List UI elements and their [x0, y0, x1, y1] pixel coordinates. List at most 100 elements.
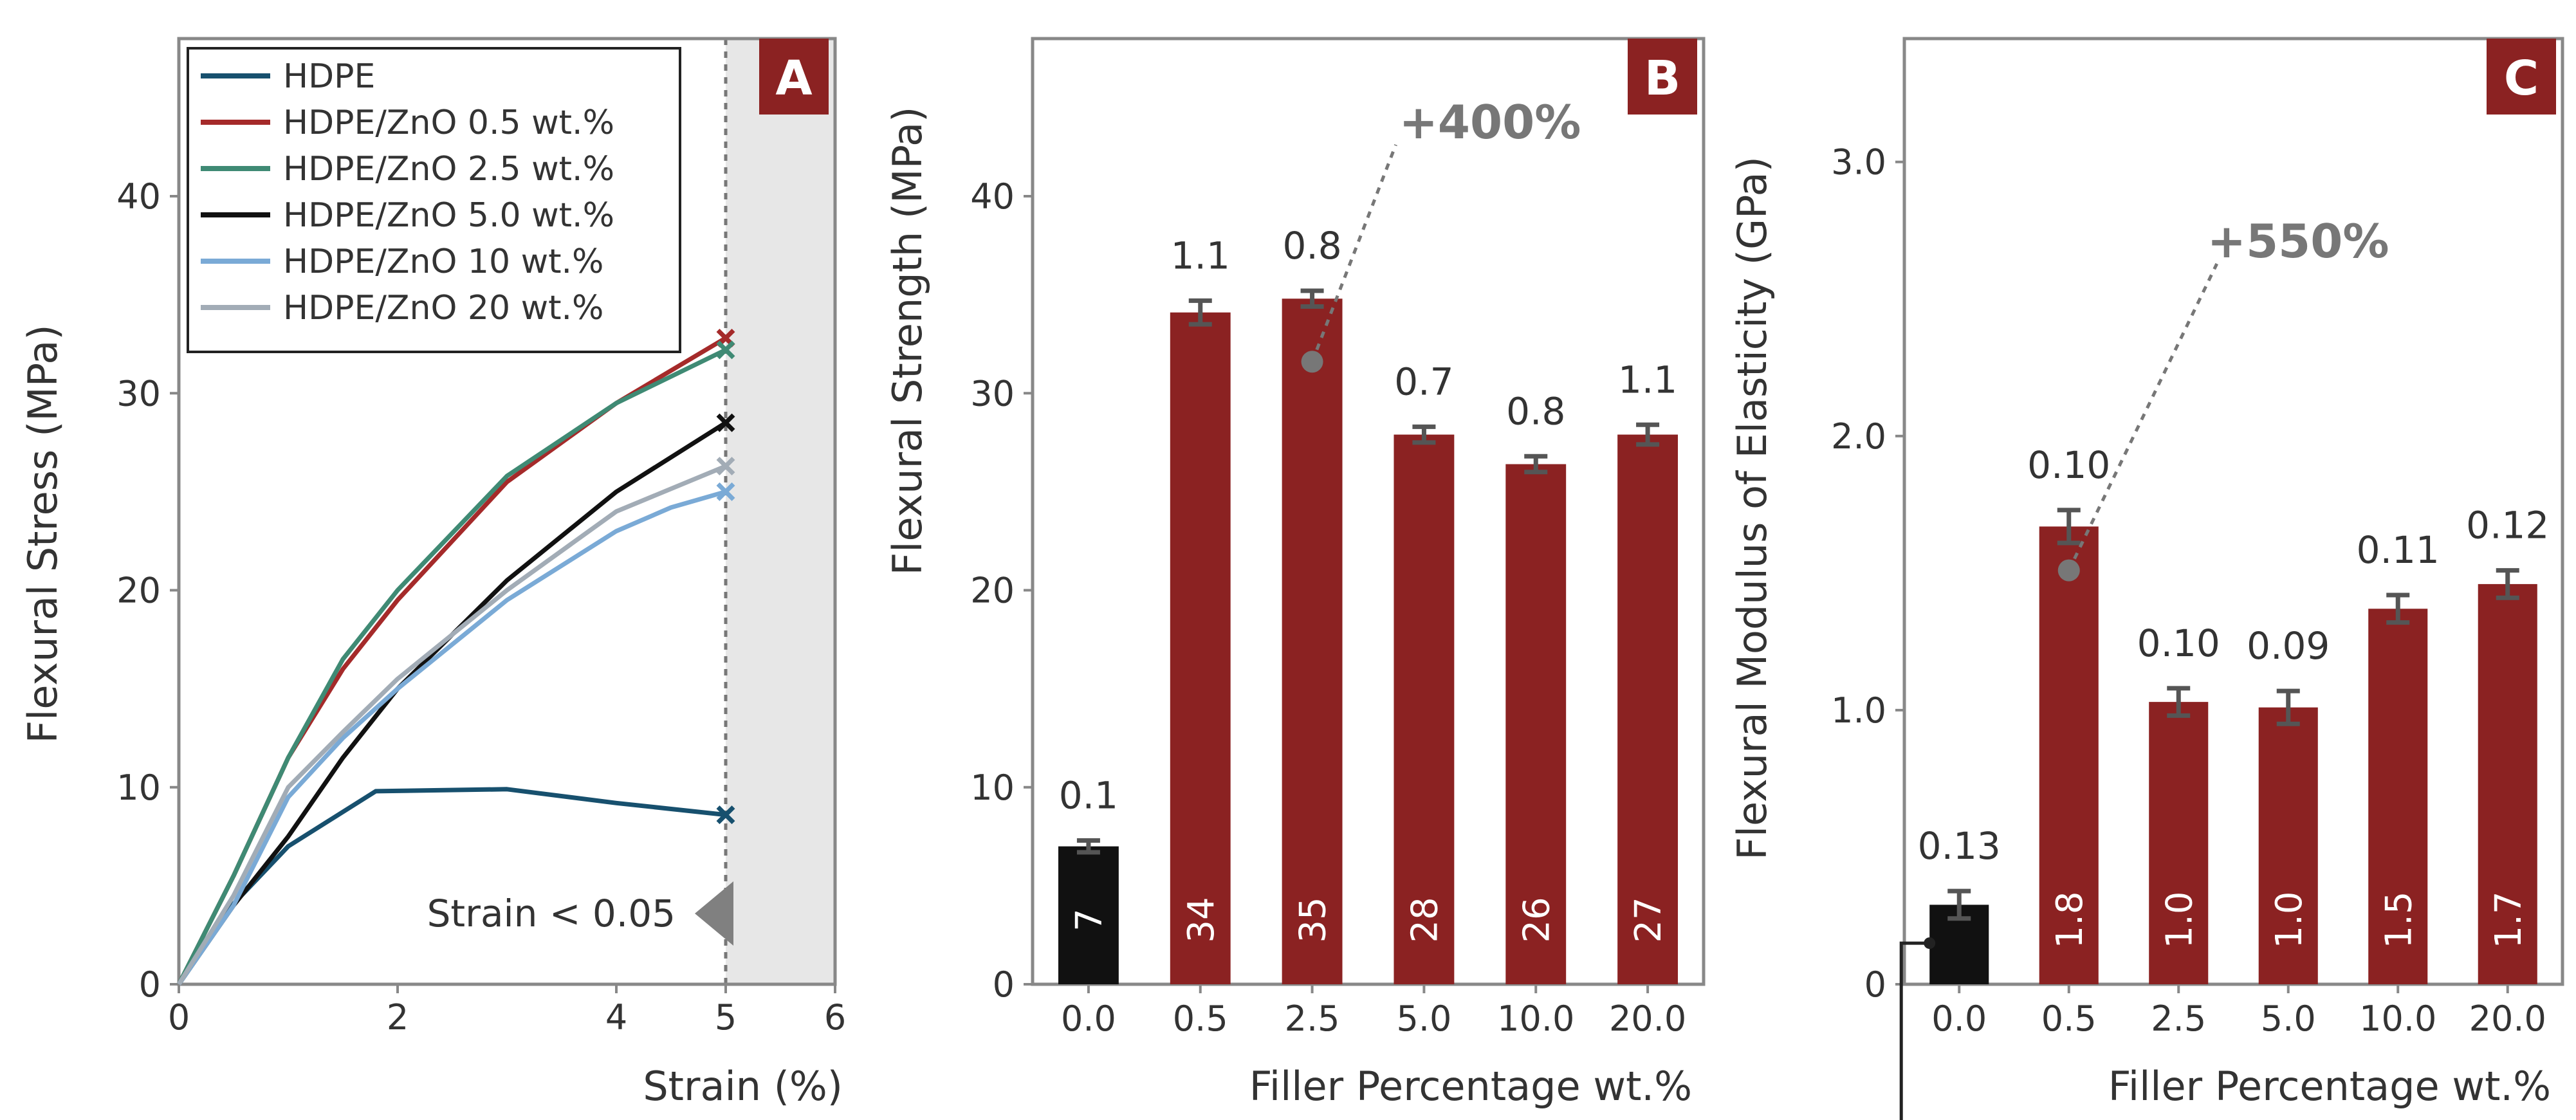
- panel-a-legend: HDPE HDPE/ZnO 0.5 wt.% HDPE/ZnO 2.5 wt.% HD…: [187, 47, 681, 353]
- panel-c-y-tick-label: 0: [1864, 964, 1886, 1005]
- panel-b-annotation-label: +400%: [1399, 95, 1581, 149]
- panel-b-x-ticks: 0.0 0.5 2.5 5.0 10.0 20.0: [1061, 984, 1686, 1039]
- panel-c-axes-frame: [1902, 37, 2564, 986]
- panel-a-series-line: [177, 464, 727, 986]
- panel-b-bar: [1170, 312, 1231, 984]
- panel-c-x-tick-label: 10.0: [2359, 998, 2436, 1039]
- panel-c-badge-box: [2487, 39, 2556, 115]
- panel-c-error-label: 0.10: [2137, 621, 2220, 665]
- panel-c: 01.02.03.0 0.130.100.10 0.090.110.12 1.8 1…: [1729, 37, 2564, 1120]
- panel-a-y-tick-label: 40: [116, 176, 161, 217]
- panel-a-series-lines: [176, 336, 727, 986]
- panel-b-error-labels: 0.1 1.1 0.8 0.7 0.8 1.1: [1059, 224, 1677, 817]
- panel-c-bar: [2039, 526, 2099, 984]
- panel-a-x-tick-label: 4: [605, 997, 627, 1038]
- panel-b-badge-box: [1628, 39, 1697, 115]
- panel-a-x-ticks: 0 2 4 5 6: [168, 984, 846, 1038]
- panel-b-bar-value-label: 26: [1516, 897, 1558, 942]
- panel-b-error-bar: [1636, 422, 1660, 447]
- panel-c-error-bar: [2276, 688, 2300, 726]
- panel-b-y-ticks: 0 10 20 30 40: [970, 176, 1033, 1005]
- panel-c-first-bar-callout-line: [1899, 941, 1930, 1120]
- panel-c-y-tick-label: 2.0: [1831, 416, 1886, 457]
- panel-c-error-bar: [2386, 592, 2410, 625]
- panel-c-first-bar-callout-label: 0.3: [1923, 1114, 1982, 1120]
- panel-c-bar-value-label: 1.0: [2268, 891, 2310, 948]
- panel-c-bar-value-label: 1.0: [2158, 891, 2200, 948]
- panel-b-error-bar: [1300, 288, 1324, 309]
- panel-a-series-end-marker: [716, 457, 735, 476]
- panel-b-bar-value-label: 27: [1628, 897, 1670, 942]
- panel-a-series-end-markers: [716, 329, 735, 825]
- panel-a-series-end-marker: [716, 805, 735, 825]
- panel-a-series-line: [177, 421, 727, 986]
- panel-a-y-tick-label: 10: [116, 767, 161, 808]
- panel-b-bar-value-labels: 7 34 35 28 26 27: [1069, 897, 1670, 942]
- panel-c-error-label: 0.11: [2357, 528, 2440, 572]
- panel-c-error-labels: 0.13 0.10 0.10 0.09 0.11 0.12: [1918, 443, 2550, 868]
- panel-b-bar: [1058, 846, 1119, 984]
- panel-b-bar-value-label: 35: [1293, 897, 1334, 942]
- panel-a-x-tick-label: 2: [387, 997, 409, 1038]
- panel-c-bar: [2478, 583, 2537, 984]
- panel-a-series-end-marker: [716, 482, 735, 501]
- panel-b-error-label: 1.1: [1618, 358, 1677, 401]
- panel-b-badge-letter: B: [1644, 51, 1680, 106]
- panel-c-y-tick-label: 1.0: [1831, 690, 1886, 731]
- panel-a-y-tick-label: 20: [116, 571, 161, 611]
- panel-c-annotation-label: +550%: [2207, 214, 2389, 268]
- panel-a-axes-frame: [177, 37, 837, 986]
- panel-b-bar: [1282, 298, 1343, 984]
- panel-b-y-tick-label: 40: [970, 176, 1015, 217]
- panel-b-error-bar: [1188, 298, 1212, 327]
- panel-c-badge-letter: C: [2504, 51, 2539, 106]
- panel-c-first-bar-callout-point: [1924, 937, 1936, 950]
- panel-b-bar-value-label: 28: [1404, 897, 1446, 942]
- panel-b-annotation-leader-line: [1311, 144, 1397, 363]
- panel-b-error-label: 0.7: [1394, 360, 1453, 403]
- panel-a-x-tick-label: 6: [824, 997, 846, 1038]
- panel-b-y-tick-label: 20: [970, 571, 1015, 611]
- panel-a-series-line: [177, 490, 726, 986]
- panel-c-bar: [2258, 707, 2318, 984]
- panel-b-bar: [1617, 434, 1679, 984]
- panel-b-x-tick-label: 2.5: [1285, 998, 1340, 1039]
- panel-c-error-label: 0.13: [1918, 824, 2001, 868]
- panel-c-bar-value-label: 1.7: [2488, 891, 2530, 948]
- panel-c-y-tick-label: 3.0: [1831, 142, 1886, 183]
- panel-a-legend-label: HDPE/ZnO 10 wt.%: [283, 243, 603, 281]
- panel-a-y-tick-label: 30: [116, 373, 161, 414]
- panel-c-error-bar: [2167, 686, 2191, 718]
- panel-c-badge: C: [2487, 39, 2556, 115]
- panel-b-x-tick-label: 20.0: [1609, 998, 1686, 1039]
- panel-a-shaded-region: [726, 39, 835, 984]
- panel-c-bar: [2368, 609, 2428, 984]
- panel-c-bar: [2149, 702, 2209, 984]
- panel-c-y-axis-label: Flexural Modulus of Elasticity (GPa): [1729, 156, 1776, 860]
- panel-c-y-ticks: 0 1.0 2.0 3.0: [1831, 142, 1904, 1005]
- panel-b: 0 10 20 30 40 0.1 1.1 0.8 0.7 0.8 1.1 7 34 35 28 26 27…: [884, 37, 1706, 1110]
- panel-a-legend-label: HDPE/ZnO 20 wt.%: [283, 289, 603, 327]
- panel-c-error-bar: [2496, 568, 2519, 600]
- panel-a-legend-label: HDPE/ZnO 5.0 wt.%: [283, 196, 614, 235]
- panel-b-x-tick-label: 10.0: [1497, 998, 1574, 1039]
- panel-b-error-bar: [1524, 454, 1548, 475]
- panel-c-x-tick-label: 0.5: [2041, 998, 2097, 1039]
- panel-b-error-label: 0.8: [1506, 389, 1565, 433]
- panel-a-x-tick-label: 5: [715, 997, 737, 1038]
- panel-c-x-tick-label: 20.0: [2469, 998, 2546, 1039]
- panel-a-series-line: [176, 336, 727, 986]
- panel-b-error-label: 0.1: [1059, 773, 1118, 817]
- panel-a-x-tick-label: 0: [168, 997, 190, 1038]
- panel-a-badge: A: [759, 39, 829, 115]
- panel-b-badge: B: [1628, 39, 1697, 115]
- panel-b-error-label: 0.8: [1282, 224, 1341, 268]
- panel-b-x-tick-label: 0.5: [1173, 998, 1228, 1039]
- panel-b-annotation-point: [1301, 351, 1323, 373]
- panel-c-bars: [1929, 526, 2537, 984]
- panel-a-series-line: [176, 347, 727, 986]
- panel-b-bars: [1058, 298, 1679, 984]
- panel-b-bar-value-label: 7: [1069, 908, 1110, 932]
- panel-c-bar-value-labels: 1.8 1.0 1.0 1.5 1.7: [2049, 891, 2530, 948]
- panel-c-x-axis-label: Filler Percentage wt.%: [2108, 1063, 2551, 1110]
